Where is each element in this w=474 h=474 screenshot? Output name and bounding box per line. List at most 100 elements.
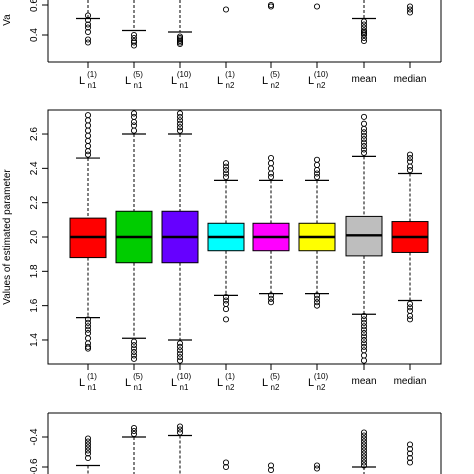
middle-y-axis: 1.4 1.6 1.8 2.0 2.2 2.4 2.6 bbox=[29, 127, 48, 347]
outlier-point bbox=[176, 113, 184, 120]
outlier-point bbox=[267, 3, 275, 10]
outlier-point bbox=[406, 312, 414, 319]
outlier-point bbox=[360, 357, 368, 364]
outlier-point bbox=[267, 170, 275, 177]
y-tick-label: 0.4 bbox=[29, 28, 40, 42]
outlier-point bbox=[313, 299, 321, 306]
x-tick-label-sup: (1) bbox=[225, 70, 235, 79]
outlier-point bbox=[406, 163, 414, 170]
outlier-point bbox=[84, 12, 92, 19]
outlier-point bbox=[130, 39, 138, 46]
outlier-point bbox=[176, 426, 184, 433]
x-tick-label-sub: n1 bbox=[180, 81, 189, 90]
outlier-point bbox=[267, 292, 275, 299]
x-tick-label-sub: n2 bbox=[271, 81, 280, 90]
outlier-point bbox=[360, 432, 368, 439]
outlier-point bbox=[313, 292, 321, 299]
x-tick-label-base: L bbox=[171, 75, 177, 87]
outlier-point bbox=[84, 117, 92, 124]
outlier-point bbox=[222, 459, 230, 466]
outlier-point bbox=[84, 112, 92, 119]
outlier-point bbox=[360, 347, 368, 354]
outlier-point bbox=[84, 122, 92, 129]
x-tick-label-sub: n1 bbox=[180, 383, 189, 392]
top-marks bbox=[76, 0, 414, 49]
outlier-point bbox=[222, 463, 230, 471]
x-tick-label-sub: n2 bbox=[317, 81, 326, 90]
outlier-point bbox=[222, 316, 230, 323]
outlier-point bbox=[176, 120, 184, 127]
outlier-point bbox=[84, 316, 92, 323]
outlier-point bbox=[267, 466, 275, 474]
outlier-point bbox=[360, 37, 368, 45]
outlier-point bbox=[313, 465, 321, 472]
x-tick-label-base: L bbox=[171, 377, 177, 389]
outlier-point bbox=[360, 139, 368, 146]
outlier-point bbox=[406, 151, 414, 158]
outlier-point bbox=[313, 167, 321, 174]
outlier-point bbox=[406, 9, 414, 16]
outlier-point bbox=[360, 429, 368, 436]
outlier-point bbox=[360, 125, 368, 132]
outlier-point bbox=[360, 459, 368, 466]
outlier-point bbox=[222, 167, 230, 174]
outlier-point bbox=[176, 343, 184, 350]
outlier-point bbox=[406, 3, 414, 10]
outlier-point bbox=[84, 444, 92, 451]
outlier-point bbox=[267, 165, 275, 172]
x-tick-label-sub: n1 bbox=[88, 81, 97, 90]
outlier-point bbox=[84, 28, 92, 36]
outlier-point bbox=[130, 355, 138, 362]
outlier-point bbox=[267, 462, 275, 469]
outlier-point bbox=[360, 444, 368, 451]
outlier-point bbox=[176, 354, 184, 361]
outlier-point bbox=[176, 40, 184, 48]
outlier-point bbox=[130, 127, 138, 134]
outlier-point bbox=[130, 338, 138, 345]
bottom-panel: -0.4 -0.6 bbox=[29, 412, 442, 474]
x-tick-label-sup: (10) bbox=[314, 372, 329, 381]
outlier-point bbox=[313, 156, 321, 163]
outlier-point bbox=[130, 348, 138, 356]
x-tick-label-sub: n2 bbox=[317, 383, 326, 392]
outlier-point bbox=[360, 340, 368, 347]
x-tick-label-base: L bbox=[262, 377, 268, 389]
outlier-point bbox=[360, 326, 368, 333]
x-tick-label-sub: n1 bbox=[88, 383, 97, 392]
outlier-point bbox=[222, 6, 230, 13]
outlier-point bbox=[360, 330, 368, 337]
y-tick-label: -0.6 bbox=[29, 458, 40, 474]
x-tick-label-sub: n1 bbox=[134, 383, 143, 392]
outlier-point bbox=[313, 173, 321, 180]
x-tick-label-sub: n2 bbox=[271, 383, 280, 392]
outlier-point bbox=[313, 3, 321, 10]
x-tick-label-sup: (5) bbox=[133, 372, 143, 381]
outlier-point bbox=[176, 117, 184, 124]
outlier-point bbox=[130, 34, 138, 42]
outlier-point bbox=[360, 435, 368, 442]
x-tick-label: median bbox=[394, 74, 427, 85]
outlier-point bbox=[84, 326, 92, 333]
x-tick-label-base: L bbox=[125, 377, 131, 389]
outlier-point bbox=[406, 450, 414, 457]
outlier-point bbox=[84, 24, 92, 31]
x-tick-label-base: L bbox=[217, 75, 223, 87]
y-tick-label: 2.0 bbox=[29, 230, 40, 244]
x-tick-label-sup: (5) bbox=[133, 70, 143, 79]
outlier-point bbox=[222, 170, 230, 177]
outlier-point bbox=[360, 312, 368, 319]
outlier-point bbox=[222, 300, 230, 307]
y-tick-label: 1.4 bbox=[29, 333, 40, 347]
outlier-point bbox=[360, 129, 368, 136]
x-tick-label-sup: (1) bbox=[87, 372, 97, 381]
outlier-point bbox=[313, 302, 321, 309]
outlier-point bbox=[360, 31, 368, 39]
outlier-point bbox=[360, 333, 368, 340]
outlier-point bbox=[84, 127, 92, 134]
outlier-point bbox=[406, 158, 414, 165]
middle-x-axis: L(1)n1 L(5)n1 L(10)n1 L(1)n2 L(5)n2 L(10)n2me… bbox=[79, 364, 426, 392]
outlier-point bbox=[360, 21, 368, 28]
outlier-point bbox=[130, 42, 138, 49]
outlier-point bbox=[406, 441, 414, 448]
outlier-point bbox=[130, 352, 138, 359]
